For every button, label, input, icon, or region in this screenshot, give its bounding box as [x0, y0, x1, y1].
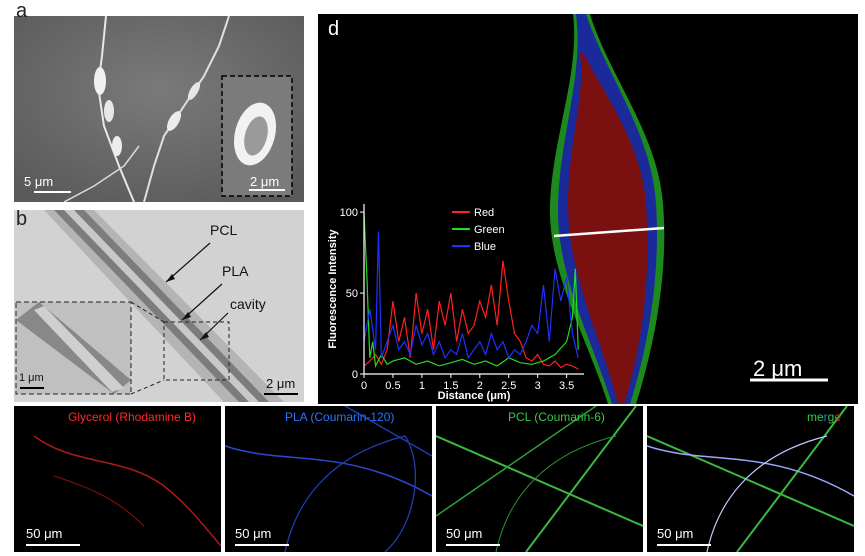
channel-red-title: Glycerol (Rhodamine B): [68, 410, 197, 424]
channel-panel-merge: merge 50 μm: [647, 406, 854, 552]
legend-label-green: Green: [474, 224, 505, 236]
panel-a-sem-image: 5 μm 2 μm: [14, 16, 304, 202]
channel-panel-green: PCL (Coumarin-6) 50 μm: [436, 406, 643, 552]
merge-title-part: e: [834, 410, 842, 424]
channel-panel-blue: PLA (Coumarin-120) 50 μm: [225, 406, 432, 552]
panel-d-confocal-image: d 2 μm: [318, 14, 858, 404]
panel-a-label: a: [16, 0, 28, 22]
annotation-pcl: PCL: [210, 222, 238, 238]
channel-red-fibers: [26, 435, 221, 547]
tem-fiber-drawing: [14, 210, 304, 402]
channel-merge-fibers: [647, 406, 854, 552]
channel-green-scalebar: 50 μm: [446, 526, 483, 541]
legend-label-blue: Blue: [474, 241, 496, 253]
legend-label-red: Red: [474, 207, 494, 219]
x-tick-label: 0.5: [385, 380, 400, 392]
channel-green-title: PCL (Coumarin-6): [508, 410, 605, 424]
y-tick-label: 100: [340, 207, 358, 219]
channel-blue-fibers: [225, 406, 432, 552]
intensity-profile-chart: 0 0.5 1 1.5 2 2.5 3 3.5 0 50 100 Distance (μm) Fluor…: [322, 196, 592, 404]
panel-b-scalebar-label: 2 μm: [266, 376, 296, 391]
panel-b-inset-scalebar-label: 1 μm: [19, 372, 44, 384]
intensity-profile-svg: 0 0.5 1 1.5 2 2.5 3 3.5 0 50 100 Distance (μm) Fluor…: [327, 204, 584, 402]
x-tick-label: 3: [535, 380, 541, 392]
series-line-blue: [363, 231, 579, 360]
panel-b-label: b: [16, 208, 28, 230]
channel-merge-title: merge: [807, 410, 841, 424]
panel-a-inset-scalebar-label: 2 μm: [250, 174, 280, 189]
merge-title-part: r: [823, 410, 828, 424]
y-tick-label: 0: [352, 369, 358, 381]
channel-panel-red: Glycerol (Rhodamine B) 50 μm: [14, 406, 221, 552]
panel-d-label: d: [328, 18, 340, 40]
x-tick-label: 1: [419, 380, 425, 392]
series-line-green: [363, 212, 579, 368]
panel-a-scalebar-label: 5 μm: [24, 174, 54, 189]
panel-d-scalebar-label: 2 μm: [753, 356, 803, 381]
y-axis-label: Fluorescence Intensity: [327, 229, 339, 349]
sem-fiber-drawing: [14, 16, 304, 202]
annotation-cavity: cavity: [230, 296, 266, 312]
x-tick-label: 0: [361, 380, 367, 392]
channel-green-fibers: [436, 406, 643, 552]
channel-blue-title: PLA (Coumarin-120): [285, 410, 395, 424]
merge-title-part: g: [827, 410, 835, 424]
merge-title-part: me: [807, 410, 824, 424]
annotation-pla: PLA: [222, 263, 249, 279]
y-tick-label: 50: [346, 288, 358, 300]
panel-b-tem-image: PCL PLA cavity 1 μm 2 μm: [14, 210, 304, 402]
x-tick-label: 3.5: [559, 380, 574, 392]
channel-blue-scalebar: 50 μm: [235, 526, 272, 541]
x-tick-label: 2: [477, 380, 483, 392]
channel-merge-scalebar: 50 μm: [657, 526, 694, 541]
series-line-red: [363, 260, 579, 370]
x-tick-label: 2.5: [501, 380, 516, 392]
x-axis-label: Distance (μm): [438, 390, 511, 402]
x-tick-label: 1.5: [443, 380, 458, 392]
channel-red-scalebar: 50 μm: [26, 526, 63, 541]
